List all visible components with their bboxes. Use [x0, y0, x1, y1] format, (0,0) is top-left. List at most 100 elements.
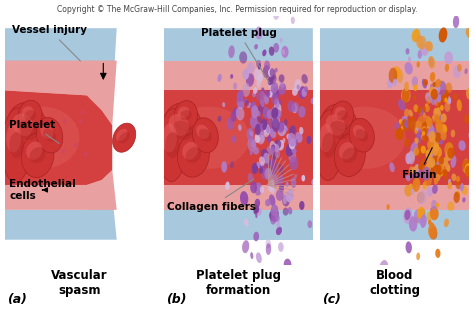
- Ellipse shape: [415, 148, 419, 155]
- Ellipse shape: [432, 184, 438, 194]
- Ellipse shape: [460, 183, 464, 192]
- Ellipse shape: [239, 51, 247, 64]
- Ellipse shape: [410, 120, 417, 129]
- Ellipse shape: [258, 73, 263, 82]
- Ellipse shape: [276, 211, 279, 217]
- Ellipse shape: [174, 100, 198, 130]
- Ellipse shape: [435, 119, 443, 130]
- Ellipse shape: [271, 145, 275, 151]
- Ellipse shape: [250, 252, 253, 259]
- Ellipse shape: [334, 134, 365, 176]
- Ellipse shape: [416, 35, 424, 49]
- Ellipse shape: [17, 120, 37, 140]
- Ellipse shape: [437, 109, 441, 117]
- Ellipse shape: [434, 79, 441, 88]
- Ellipse shape: [463, 158, 469, 173]
- Ellipse shape: [24, 110, 36, 121]
- Ellipse shape: [250, 182, 257, 193]
- Ellipse shape: [277, 140, 284, 151]
- Ellipse shape: [264, 94, 269, 105]
- Ellipse shape: [269, 90, 273, 98]
- Ellipse shape: [283, 208, 289, 216]
- Ellipse shape: [421, 126, 427, 135]
- Ellipse shape: [418, 129, 422, 138]
- Ellipse shape: [435, 108, 438, 113]
- Ellipse shape: [273, 43, 279, 53]
- Ellipse shape: [299, 201, 304, 210]
- Ellipse shape: [402, 88, 410, 103]
- Ellipse shape: [260, 122, 264, 128]
- Ellipse shape: [425, 123, 435, 137]
- Ellipse shape: [439, 165, 442, 169]
- Ellipse shape: [260, 164, 264, 172]
- Ellipse shape: [255, 213, 257, 218]
- Ellipse shape: [274, 68, 278, 72]
- Ellipse shape: [246, 103, 251, 108]
- Ellipse shape: [9, 132, 24, 158]
- Ellipse shape: [422, 106, 426, 111]
- Ellipse shape: [462, 197, 465, 203]
- Ellipse shape: [428, 158, 435, 168]
- Ellipse shape: [416, 253, 420, 260]
- Ellipse shape: [308, 220, 312, 228]
- Ellipse shape: [295, 132, 302, 143]
- Ellipse shape: [435, 115, 440, 123]
- Ellipse shape: [304, 86, 308, 92]
- Ellipse shape: [298, 106, 306, 118]
- Ellipse shape: [267, 136, 271, 143]
- Ellipse shape: [268, 180, 274, 192]
- Ellipse shape: [404, 185, 412, 197]
- Ellipse shape: [415, 217, 419, 223]
- Ellipse shape: [437, 163, 445, 177]
- Ellipse shape: [260, 123, 265, 131]
- Ellipse shape: [259, 156, 265, 166]
- Ellipse shape: [314, 77, 320, 88]
- Ellipse shape: [231, 110, 237, 122]
- Ellipse shape: [430, 72, 435, 82]
- Text: Copyright © The McGraw-Hill Companies, Inc. Permission required for reproduction: Copyright © The McGraw-Hill Companies, I…: [57, 5, 417, 14]
- Ellipse shape: [428, 223, 437, 239]
- Text: Endothelial
cells: Endothelial cells: [9, 179, 76, 201]
- Ellipse shape: [273, 10, 279, 20]
- Ellipse shape: [386, 204, 390, 210]
- Ellipse shape: [436, 116, 442, 129]
- Ellipse shape: [278, 242, 283, 252]
- Text: Vessel injury: Vessel injury: [12, 25, 87, 61]
- Ellipse shape: [433, 82, 440, 95]
- Ellipse shape: [287, 100, 295, 112]
- Ellipse shape: [395, 128, 404, 140]
- Ellipse shape: [436, 162, 440, 167]
- Ellipse shape: [448, 141, 452, 148]
- Ellipse shape: [311, 98, 315, 104]
- Ellipse shape: [301, 175, 305, 181]
- Ellipse shape: [444, 142, 453, 156]
- Ellipse shape: [256, 207, 262, 215]
- Ellipse shape: [356, 129, 368, 141]
- Ellipse shape: [422, 181, 427, 189]
- Ellipse shape: [414, 209, 423, 223]
- Ellipse shape: [256, 162, 260, 167]
- Ellipse shape: [412, 167, 417, 174]
- Text: (a): (a): [7, 293, 27, 306]
- Ellipse shape: [299, 127, 303, 135]
- Ellipse shape: [233, 83, 237, 90]
- Ellipse shape: [447, 165, 450, 172]
- Ellipse shape: [13, 113, 33, 136]
- Ellipse shape: [407, 151, 415, 164]
- Ellipse shape: [435, 114, 440, 122]
- Ellipse shape: [418, 164, 422, 170]
- Ellipse shape: [393, 66, 401, 79]
- Ellipse shape: [438, 27, 447, 43]
- Text: (c): (c): [322, 293, 341, 306]
- Ellipse shape: [267, 111, 271, 120]
- Ellipse shape: [294, 174, 297, 179]
- Ellipse shape: [447, 182, 452, 189]
- Ellipse shape: [165, 132, 180, 158]
- Ellipse shape: [399, 119, 402, 125]
- Ellipse shape: [411, 29, 420, 42]
- Ellipse shape: [167, 106, 249, 169]
- Ellipse shape: [435, 132, 441, 143]
- Polygon shape: [5, 170, 117, 210]
- Ellipse shape: [261, 149, 269, 162]
- Ellipse shape: [415, 133, 421, 144]
